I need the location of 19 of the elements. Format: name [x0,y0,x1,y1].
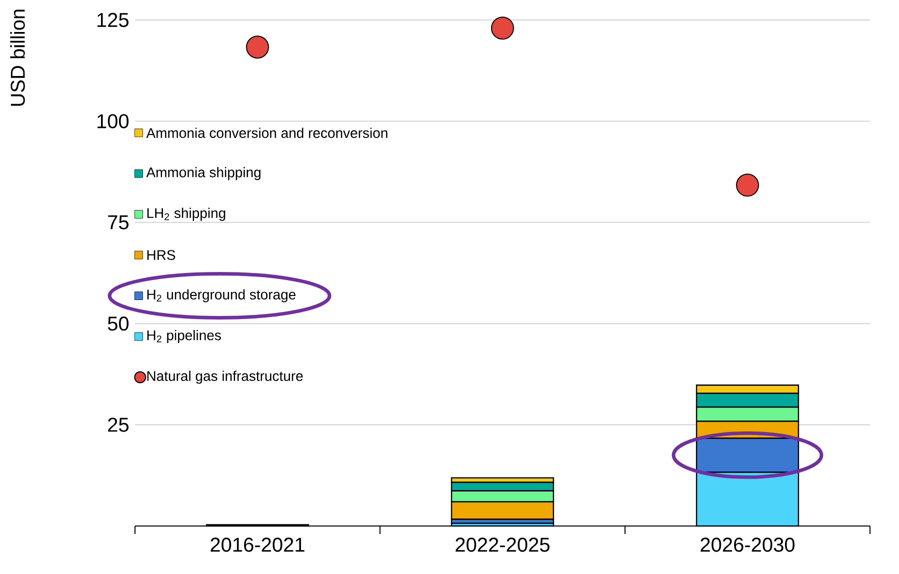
legend-label: HRS [147,250,176,260]
point [246,36,270,59]
legend-label: Ammonia shipping [146,167,260,180]
legend-label: LH$_{2}$ shipping [147,208,226,221]
x-tick-label: 2022-2025 [456,538,550,552]
point [736,174,760,197]
legend-label: Natural gas infrastructure [147,370,303,384]
y-axis-title: USD billion [10,10,25,106]
legend-label: Ammonia conversion and reconversion [146,128,388,138]
y-tick-label: 75 [108,215,128,230]
y-tick-label: 125 [97,12,128,28]
legend-label: H$_{2}$ pipelines [147,330,221,344]
legend-label: H$_{2}$ underground storage [147,289,296,302]
y-tick-label: 50 [108,316,129,331]
x-tick-label: 2016-2021 [210,538,304,552]
point [491,16,514,40]
x-tick-label: 2026-2030 [700,538,795,552]
y-tick-label: 25 [108,418,128,432]
y-tick-label: 100 [97,114,129,128]
